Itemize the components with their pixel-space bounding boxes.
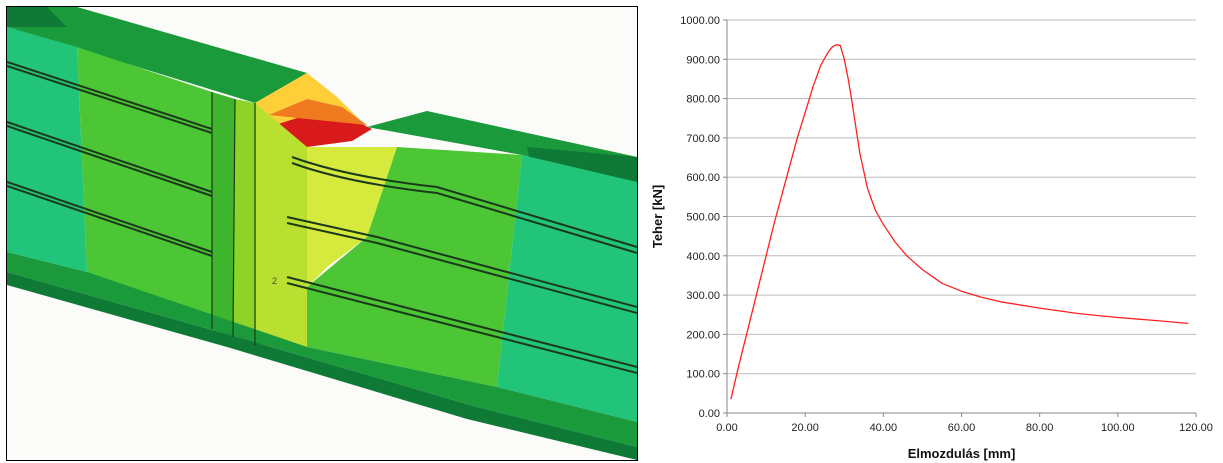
- y-tick-label: 300.00: [686, 290, 720, 302]
- bottom-flange: [7, 252, 637, 447]
- x-tick-label: 100.00: [1101, 422, 1135, 434]
- series-layer: [730, 44, 1189, 400]
- y-tick-label: 600.00: [686, 172, 720, 184]
- y-tick-label: 200.00: [686, 329, 720, 341]
- x-tick-label: 40.00: [870, 422, 898, 434]
- fem-model-render: 2: [7, 7, 637, 460]
- bottom-flange-edge: [7, 272, 637, 460]
- y-tick-label: 400.00: [686, 251, 720, 263]
- top-flange-left: [7, 7, 307, 103]
- buckle-orange: [269, 99, 367, 125]
- top-flange-edge: [7, 7, 67, 27]
- x-tick-label: 0.00: [716, 422, 737, 434]
- load-displacement-line: [730, 44, 1189, 400]
- web-mid-green: [307, 147, 522, 387]
- y-tick-label: 100.00: [686, 369, 720, 381]
- grid-layer: [727, 19, 1196, 414]
- axis-triad-label: 2: [272, 276, 277, 286]
- x-axis-title: Elmozdulás [mm]: [908, 446, 1016, 461]
- stiffener-1: [212, 92, 235, 337]
- x-tick-label: 60.00: [948, 422, 976, 434]
- axis-layer: 0.00 100.00 200.00 300.00 400.00 500.00 600.00…: [680, 15, 1213, 434]
- y-tick-label: 0.00: [699, 408, 720, 420]
- x-tick-label: 20.00: [791, 422, 819, 434]
- y-tick-label: 700.00: [686, 133, 720, 145]
- y-tick-label: 800.00: [686, 94, 720, 106]
- fem-model-view: 2: [6, 6, 638, 461]
- web-buckled-center: [307, 147, 397, 287]
- y-tick-label: 1000.00: [680, 15, 720, 27]
- web-left-teal: [7, 27, 87, 272]
- load-displacement-chart: 0.00 100.00 200.00 300.00 400.00 500.00 600.00…: [646, 0, 1223, 463]
- stiffener-outlines: [211, 92, 256, 345]
- y-tick-label: 500.00: [686, 212, 720, 224]
- x-tick-label: 80.00: [1026, 422, 1054, 434]
- y-tick-label: 900.00: [686, 54, 720, 66]
- y-axis-title: Teher [kN]: [650, 185, 665, 248]
- x-tick-label: 120.00: [1179, 422, 1213, 434]
- chart-svg: 0.00 100.00 200.00 300.00 400.00 500.00 600.00…: [650, 15, 1213, 461]
- longitudinal-stiffeners: [7, 61, 637, 374]
- stiffener-2: [233, 99, 255, 345]
